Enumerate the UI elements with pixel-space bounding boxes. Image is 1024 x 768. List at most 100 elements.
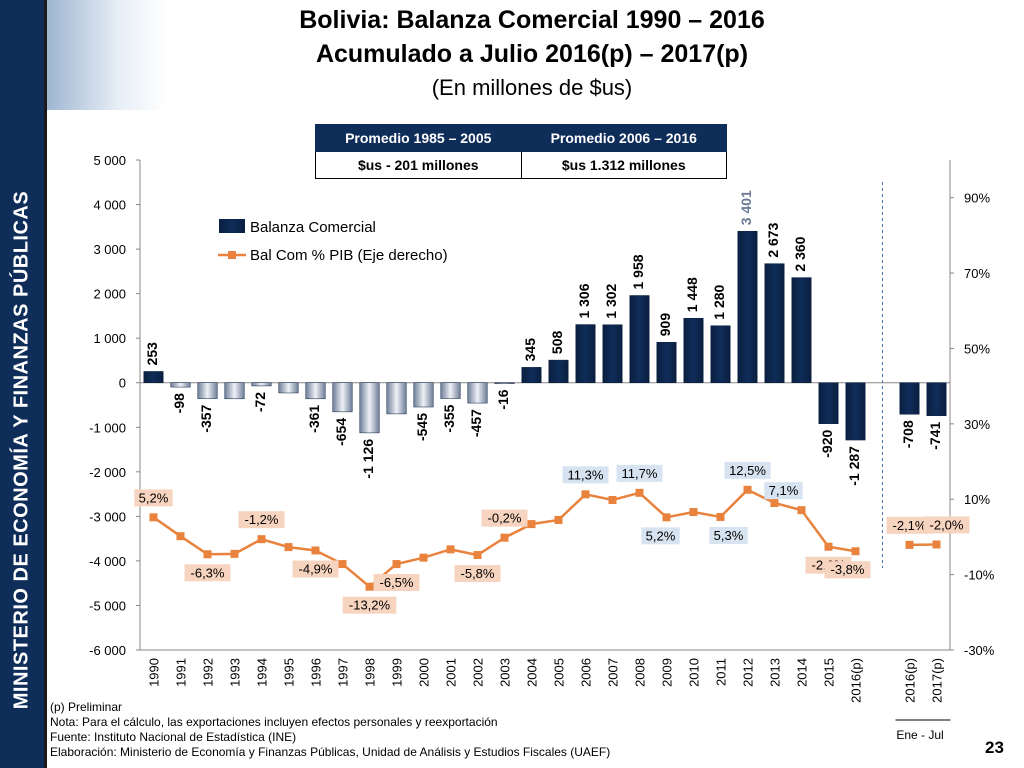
left-tick-label: -6 000 bbox=[89, 643, 126, 658]
bar bbox=[305, 382, 326, 400]
line-point bbox=[257, 535, 266, 544]
sidebar-divider bbox=[44, 0, 47, 768]
bar-value-label: -98 bbox=[171, 393, 187, 413]
bar-value-label: 2 360 bbox=[792, 236, 808, 271]
line-point bbox=[230, 549, 239, 558]
bar-value-label: -708 bbox=[900, 420, 916, 448]
bar bbox=[575, 324, 596, 383]
bar-value-label: -920 bbox=[819, 430, 835, 458]
pct-label: -1,2% bbox=[245, 512, 279, 527]
pct-label-bg bbox=[454, 565, 501, 583]
pct-label: 11,3% bbox=[568, 467, 604, 482]
pct-label: -2,1% bbox=[893, 518, 927, 533]
category-label: 2009 bbox=[660, 658, 675, 687]
left-tick-label: -3 000 bbox=[89, 509, 126, 524]
bar-value-label: 2 673 bbox=[765, 222, 781, 257]
line-point bbox=[824, 542, 833, 551]
right-tick-label: -30% bbox=[964, 643, 995, 658]
pct-label: -0,2% bbox=[488, 511, 522, 526]
category-label: 1990 bbox=[147, 658, 162, 687]
left-tick-label: -5 000 bbox=[89, 598, 126, 613]
bar-value-label: -357 bbox=[198, 404, 214, 432]
page-number: 23 bbox=[985, 738, 1004, 757]
footnote-note: Nota: Para el cálculo, las exportaciones… bbox=[50, 715, 498, 729]
bar bbox=[926, 382, 947, 416]
line-point bbox=[608, 495, 617, 504]
bar-value-label: 909 bbox=[657, 313, 673, 337]
category-label: 2014 bbox=[795, 658, 810, 687]
category-label: 1993 bbox=[228, 658, 243, 687]
pct-label: 5,2% bbox=[139, 490, 169, 505]
pct-label-bg bbox=[641, 527, 680, 545]
bar bbox=[899, 382, 920, 415]
line-point bbox=[419, 553, 428, 562]
bar bbox=[413, 382, 434, 408]
line-point bbox=[527, 520, 536, 529]
bar bbox=[602, 324, 623, 383]
bar bbox=[764, 263, 785, 383]
pct-label: -13,2% bbox=[349, 598, 391, 613]
left-tick-label: 1 000 bbox=[93, 331, 126, 346]
left-tick-label: -4 000 bbox=[89, 554, 126, 569]
bar bbox=[683, 317, 704, 383]
category-label: 2013 bbox=[768, 658, 783, 687]
pct-label: 7,1% bbox=[769, 483, 799, 498]
pct-label: -6,5% bbox=[380, 575, 414, 590]
bar bbox=[710, 325, 731, 383]
footnote-preliminary: (p) Preliminar bbox=[50, 700, 123, 714]
category-label: 1998 bbox=[363, 658, 378, 687]
pct-label: 5,3% bbox=[714, 528, 744, 543]
category-label: 2011 bbox=[714, 658, 729, 686]
bar bbox=[521, 367, 542, 383]
bar-value-label: 253 bbox=[144, 342, 160, 366]
pct-label-bg bbox=[616, 464, 663, 482]
left-tick-label: 4 000 bbox=[93, 198, 126, 213]
category-label: 2016(p) bbox=[849, 658, 864, 703]
legend-label-bars: Balanza Comercial bbox=[250, 219, 376, 236]
averages-header-row: Promedio 1985 – 2005 Promedio 2006 – 201… bbox=[315, 124, 727, 152]
right-tick-label: 50% bbox=[964, 341, 990, 356]
line-point bbox=[365, 582, 374, 591]
line-point bbox=[932, 540, 941, 549]
averages-value-row: $us - 201 millones $us 1.312 millones bbox=[315, 151, 727, 179]
line-point bbox=[500, 533, 509, 542]
line-point bbox=[284, 543, 293, 552]
category-label: 1992 bbox=[201, 658, 216, 687]
chart-title: Bolivia: Balanza Comercial 1990 – 2016 bbox=[299, 6, 765, 34]
category-label: 2008 bbox=[633, 658, 648, 687]
line-point bbox=[176, 532, 185, 541]
pct-label: -6,3% bbox=[191, 565, 225, 580]
pct-label: -4,9% bbox=[299, 561, 333, 576]
pct-label-bg bbox=[562, 466, 609, 484]
left-tick-label: 5 000 bbox=[93, 153, 126, 168]
line-point bbox=[716, 512, 725, 521]
bar bbox=[332, 382, 353, 413]
bar bbox=[170, 382, 191, 388]
pct-label: -5,8% bbox=[461, 566, 495, 581]
bar-value-label: 1 302 bbox=[603, 283, 619, 318]
bar bbox=[386, 382, 407, 415]
bar bbox=[143, 371, 164, 383]
category-label: 2017(p) bbox=[930, 658, 945, 703]
bar-value-label: -545 bbox=[414, 413, 430, 441]
pct-label-bg bbox=[342, 596, 397, 614]
avg-value-2006-2016: $us 1.312 millones bbox=[520, 151, 727, 179]
bar-value-label: -457 bbox=[468, 409, 484, 437]
bar bbox=[656, 341, 677, 383]
pct-label-bg bbox=[292, 560, 339, 578]
header-gradient-banner bbox=[47, 0, 167, 110]
line-point bbox=[743, 485, 752, 494]
avg-value-1985-2005: $us - 201 millones bbox=[315, 151, 522, 179]
pct-label-bg bbox=[709, 526, 748, 544]
legend-swatch-bars bbox=[219, 219, 245, 233]
category-label: 2001 bbox=[444, 658, 459, 687]
bar-value-label: 1 306 bbox=[576, 283, 592, 318]
pct-label: 12,5% bbox=[729, 463, 766, 478]
legend-label-line: Bal Com % PIB (Eje derecho) bbox=[250, 247, 448, 264]
left-tick-label: -2 000 bbox=[89, 465, 126, 480]
line-point bbox=[446, 545, 455, 554]
bar bbox=[629, 295, 650, 383]
averages-table: Promedio 1985 – 2005 Promedio 2006 – 201… bbox=[315, 124, 727, 179]
bar-value-label: 1 958 bbox=[630, 254, 646, 289]
category-label: 1999 bbox=[390, 658, 405, 687]
